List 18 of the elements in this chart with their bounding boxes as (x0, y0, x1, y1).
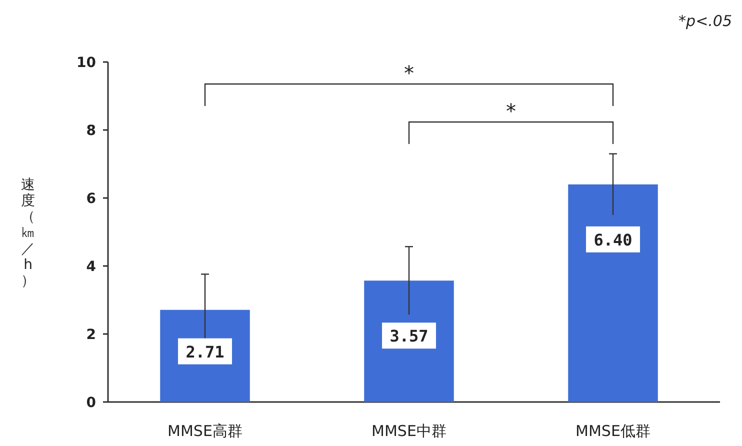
x-tick-label: MMSE高群 (168, 422, 242, 440)
y-tick-label: 8 (86, 123, 96, 139)
y-tick-label: 2 (86, 327, 96, 343)
y-tick-label: 4 (86, 259, 96, 275)
data-label: 6.40 (594, 230, 632, 250)
y-tick-label: 0 (86, 395, 96, 411)
y-tick-label: 6 (86, 191, 96, 207)
x-tick-label: MMSE低群 (576, 422, 650, 440)
annotation: * (404, 61, 414, 85)
y-axis-title: 速度（㎞／h） (21, 177, 35, 289)
text: *p<.05 (678, 12, 732, 30)
y-tick-label: 10 (76, 55, 96, 71)
x-tick-label: MMSE中群 (372, 422, 446, 440)
data-label: 3.57 (390, 326, 428, 346)
bar (364, 280, 454, 402)
data-label: 2.71 (186, 342, 224, 362)
annotation: * (506, 99, 516, 123)
bar (568, 184, 658, 402)
